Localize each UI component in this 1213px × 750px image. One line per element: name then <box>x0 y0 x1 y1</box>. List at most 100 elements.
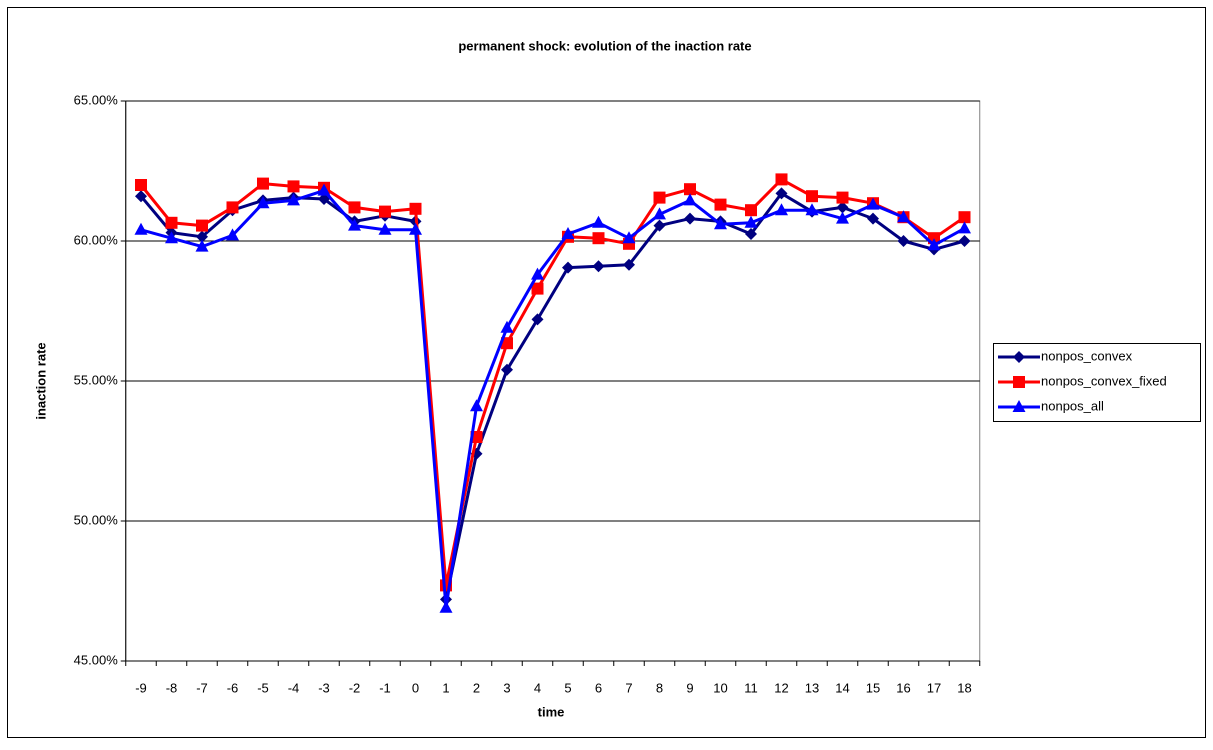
marker <box>317 183 331 196</box>
x-tick-label: 4 <box>534 680 541 695</box>
x-tick-label: -8 <box>166 680 178 695</box>
x-tick-label: 12 <box>774 680 788 695</box>
y-tick-label: 55.00% <box>74 372 119 387</box>
marker <box>226 228 239 241</box>
marker <box>867 212 879 225</box>
marker <box>623 258 635 271</box>
x-tick-label: -1 <box>379 680 391 695</box>
x-tick-label: 3 <box>503 680 510 695</box>
marker <box>135 190 147 203</box>
marker <box>378 222 392 235</box>
x-tick-label: 7 <box>625 680 632 695</box>
marker <box>196 230 208 243</box>
marker <box>684 183 696 196</box>
marker <box>348 218 361 231</box>
marker <box>653 191 666 204</box>
marker <box>501 337 513 350</box>
marker <box>683 193 697 206</box>
marker <box>562 261 574 274</box>
marker <box>866 197 880 210</box>
x-tick-label: -3 <box>318 680 330 695</box>
marker <box>836 211 849 224</box>
x-tick-label: -9 <box>135 680 147 695</box>
x-tick-label: 2 <box>473 680 480 695</box>
x-tick-label: 5 <box>564 680 571 695</box>
marker <box>927 238 941 251</box>
marker <box>958 211 971 224</box>
marker <box>348 201 361 214</box>
x-tick-label: 8 <box>656 680 663 695</box>
marker <box>836 201 849 214</box>
marker <box>805 203 819 216</box>
x-tick-label: -6 <box>227 680 239 695</box>
marker <box>135 179 147 191</box>
x-tick-label: 6 <box>595 680 602 695</box>
marker <box>257 177 269 190</box>
marker <box>165 231 178 244</box>
marker <box>714 217 727 230</box>
marker <box>1012 400 1026 412</box>
y-axis-title: inaction rate <box>33 342 48 419</box>
marker <box>287 193 300 206</box>
y-tick-label: 65.00% <box>74 92 119 107</box>
x-tick-label: -2 <box>349 680 361 695</box>
marker <box>1013 376 1025 388</box>
marker <box>897 210 910 223</box>
marker <box>1013 351 1025 363</box>
x-tick-label: 15 <box>866 680 880 695</box>
series-line <box>140 189 966 610</box>
marker <box>958 221 971 234</box>
x-tick-label: 10 <box>713 680 727 695</box>
marker <box>592 232 605 245</box>
marker <box>287 180 300 193</box>
marker <box>653 207 666 220</box>
marker <box>561 227 575 239</box>
x-tick-label: 13 <box>805 680 819 695</box>
x-tick-label: 1 <box>442 680 449 695</box>
chart-title: permanent shock: evolution of the inacti… <box>458 38 751 53</box>
marker <box>622 231 636 244</box>
marker <box>592 215 605 228</box>
marker <box>531 282 544 295</box>
marker <box>379 205 391 218</box>
marker <box>592 260 605 273</box>
marker <box>897 235 910 247</box>
marker <box>409 222 422 235</box>
x-tick-label: 18 <box>957 680 971 695</box>
marker <box>775 203 788 216</box>
x-tick-label: 9 <box>686 680 693 695</box>
marker <box>531 267 544 280</box>
marker <box>165 216 178 229</box>
marker <box>836 191 849 204</box>
marker <box>775 187 788 200</box>
marker <box>195 239 209 252</box>
marker <box>684 212 696 225</box>
y-tick-label: 50.00% <box>74 512 119 527</box>
marker <box>775 173 788 186</box>
marker <box>745 228 757 240</box>
marker <box>500 320 514 333</box>
marker <box>531 313 544 326</box>
y-tick-label: 60.00% <box>74 232 119 247</box>
marker <box>196 219 208 232</box>
marker <box>806 190 818 203</box>
x-tick-label: 0 <box>412 680 419 695</box>
x-axis-title: time <box>538 704 565 719</box>
marker <box>745 204 757 217</box>
marker <box>714 198 727 211</box>
marker <box>439 600 453 613</box>
x-tick-label: -4 <box>288 680 300 695</box>
x-tick-label: -5 <box>257 680 269 695</box>
marker <box>409 202 422 215</box>
x-tick-label: 16 <box>896 680 910 695</box>
marker <box>226 201 239 214</box>
legend-label: nonpos_convex_fixed <box>1041 373 1167 388</box>
x-tick-label: -7 <box>196 680 208 695</box>
marker <box>958 235 971 247</box>
series-line <box>139 177 966 587</box>
legend-label: nonpos_all <box>1041 398 1104 413</box>
marker <box>134 222 148 235</box>
y-tick-label: 45.00% <box>74 652 119 667</box>
legend-label: nonpos_convex <box>1041 348 1133 363</box>
